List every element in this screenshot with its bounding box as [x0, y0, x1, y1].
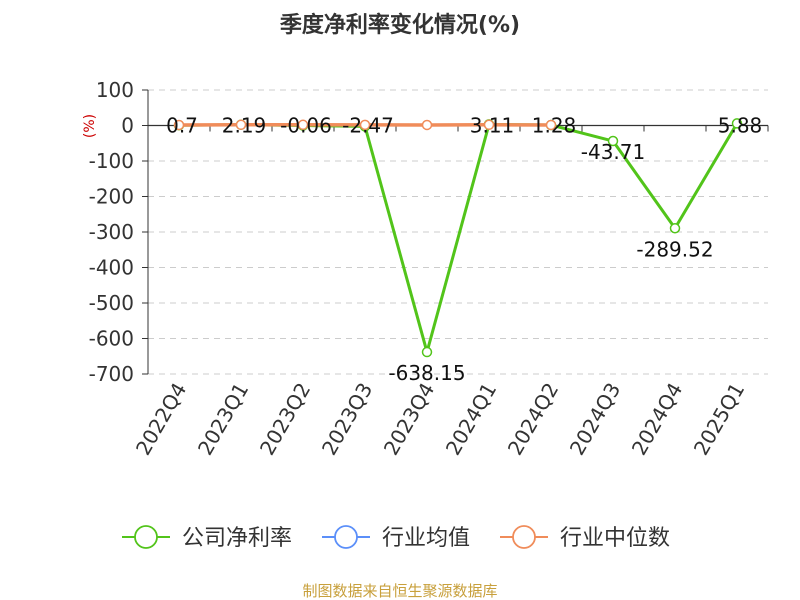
- y-tick-label: -300: [89, 220, 134, 244]
- grid-lines: [148, 89, 768, 375]
- y-tick-label: -100: [89, 149, 134, 173]
- data-point: [297, 119, 309, 131]
- x-tick-label: 2023Q1: [193, 379, 253, 460]
- legend-item[interactable]: 公司净利率: [122, 525, 292, 551]
- legend-marker: [512, 525, 536, 549]
- data-point: [359, 119, 371, 131]
- y-tick-label: -700: [89, 362, 134, 386]
- y-tick-label: -600: [89, 327, 134, 351]
- y-tick-label: 100: [96, 78, 134, 102]
- x-tick-label: 2024Q1: [441, 379, 501, 460]
- data-label: 3.11: [470, 114, 515, 138]
- y-axis-unit-label: (%): [82, 114, 98, 138]
- legend-marker: [334, 525, 358, 549]
- x-tick-label: 2025Q1: [689, 379, 749, 460]
- y-tick-label: -200: [89, 185, 134, 209]
- data-point: [235, 119, 247, 131]
- legend-label: 行业均值: [382, 526, 470, 551]
- legend-label: 行业中位数: [560, 526, 670, 551]
- x-tick-label: 2024Q4: [627, 379, 687, 460]
- data-point: [173, 119, 185, 131]
- y-tick-label: -500: [89, 291, 134, 315]
- legend-item[interactable]: 行业均值: [322, 525, 470, 551]
- y-tick-label: -400: [89, 256, 134, 280]
- data-label: 1.28: [532, 114, 577, 138]
- data-point: [607, 135, 619, 147]
- source-note: 制图数据来自恒生聚源数据库: [302, 582, 497, 600]
- x-tick-label: 2023Q3: [317, 379, 377, 460]
- chart-title: 季度净利率变化情况(%): [280, 12, 520, 38]
- legend[interactable]: 公司净利率 行业均值 行业中位数: [122, 525, 670, 551]
- legend-item[interactable]: 行业中位数: [500, 525, 670, 551]
- y-tick-label: 0: [121, 114, 134, 138]
- data-label: -289.52: [636, 237, 713, 261]
- data-labels: 0.7 2.19 -0.06 -2.47 -638.15 3.11 1.28-43.71 -2…: [166, 114, 762, 386]
- data-point: [545, 119, 557, 131]
- data-point: [731, 118, 743, 129]
- x-tick-label: 2022Q4: [131, 379, 191, 460]
- data-label: -0.06: [280, 114, 332, 138]
- data-point: [483, 119, 495, 131]
- data-point: [421, 119, 433, 131]
- data-point: [421, 346, 433, 358]
- x-tick-label: 2023Q2: [255, 379, 315, 460]
- data-label: 0.7: [166, 114, 198, 138]
- data-label: 2.19: [222, 114, 267, 138]
- x-tick-label: 2024Q2: [503, 379, 563, 460]
- data-label: -2.47: [342, 114, 394, 138]
- data-label: -43.71: [581, 140, 645, 164]
- data-label: 5.88: [718, 114, 763, 138]
- data-label: -638.15: [388, 361, 465, 385]
- series-group: [173, 118, 743, 358]
- data-point: [669, 223, 681, 234]
- legend-marker: [134, 525, 158, 549]
- x-tick-label: 2024Q3: [565, 379, 625, 460]
- x-tick-label: 2023Q4: [379, 379, 439, 460]
- legend-label: 公司净利率: [182, 526, 292, 551]
